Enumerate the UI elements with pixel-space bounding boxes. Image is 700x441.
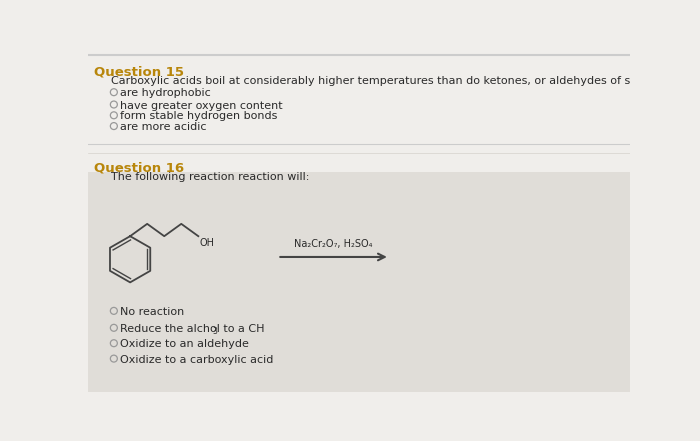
Text: Question 15: Question 15 [94, 65, 183, 78]
Text: No reaction: No reaction [120, 307, 184, 317]
Text: Na₂Cr₂O₇, H₂SO₄: Na₂Cr₂O₇, H₂SO₄ [294, 239, 373, 248]
Text: have greater oxygen content: have greater oxygen content [120, 101, 283, 111]
Text: The following reaction reaction will:: The following reaction reaction will: [111, 172, 309, 182]
Text: Carboxylic acids boil at considerably higher temperatures than do ketones, or al: Carboxylic acids boil at considerably hi… [111, 76, 700, 86]
Text: Reduce the alchol to a CH: Reduce the alchol to a CH [120, 324, 265, 334]
Text: OH: OH [199, 238, 214, 248]
Text: Question 16: Question 16 [94, 161, 184, 175]
Text: are more acidic: are more acidic [120, 122, 206, 132]
Text: are hydrophobic: are hydrophobic [120, 88, 211, 98]
Text: form stable hydrogen bonds: form stable hydrogen bonds [120, 112, 277, 121]
Text: Oxidize to a carboxylic acid: Oxidize to a carboxylic acid [120, 355, 274, 365]
Text: Oxidize to an aldehyde: Oxidize to an aldehyde [120, 340, 249, 349]
Text: 3: 3 [212, 327, 217, 336]
FancyBboxPatch shape [88, 172, 630, 392]
